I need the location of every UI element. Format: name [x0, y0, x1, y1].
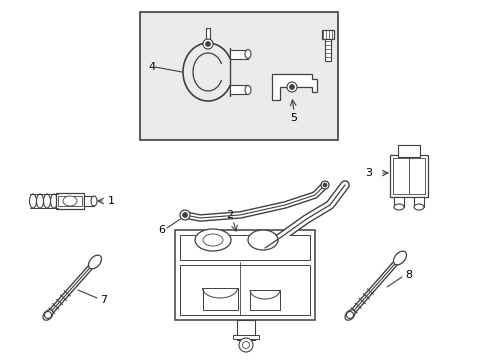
- Bar: [175, 230, 314, 320]
- Ellipse shape: [244, 85, 250, 94]
- Bar: [58, 196, 82, 206]
- Circle shape: [286, 82, 296, 92]
- Circle shape: [239, 338, 252, 352]
- Text: 8: 8: [404, 270, 411, 280]
- Text: 3: 3: [364, 168, 371, 178]
- Ellipse shape: [247, 230, 278, 250]
- Ellipse shape: [50, 194, 58, 208]
- Bar: [203, 288, 238, 310]
- Ellipse shape: [244, 49, 250, 58]
- Bar: [84, 196, 94, 206]
- Bar: [237, 320, 254, 340]
- Circle shape: [242, 342, 249, 348]
- Circle shape: [44, 311, 51, 319]
- Circle shape: [205, 41, 210, 46]
- Bar: [392, 158, 424, 194]
- Bar: [205, 28, 209, 42]
- Ellipse shape: [203, 234, 223, 246]
- Bar: [249, 290, 280, 310]
- Circle shape: [323, 183, 326, 187]
- Ellipse shape: [413, 204, 423, 210]
- Ellipse shape: [43, 194, 50, 208]
- Bar: [393, 197, 403, 207]
- Ellipse shape: [43, 310, 53, 320]
- Bar: [232, 335, 259, 339]
- Bar: [56, 193, 84, 209]
- Circle shape: [182, 212, 187, 217]
- Ellipse shape: [29, 194, 37, 208]
- Ellipse shape: [393, 251, 406, 265]
- Polygon shape: [271, 74, 316, 100]
- Text: 4: 4: [148, 62, 155, 72]
- Circle shape: [346, 311, 353, 319]
- Bar: [397, 145, 419, 157]
- Bar: [413, 197, 423, 207]
- Circle shape: [203, 39, 213, 49]
- Bar: [389, 155, 427, 197]
- Ellipse shape: [345, 310, 354, 320]
- Bar: [229, 85, 247, 94]
- Circle shape: [320, 181, 328, 189]
- Text: 7: 7: [100, 295, 107, 305]
- Bar: [180, 265, 309, 315]
- Text: 2: 2: [226, 210, 233, 220]
- Bar: [321, 30, 333, 39]
- Circle shape: [180, 210, 190, 220]
- Bar: [180, 235, 309, 260]
- Ellipse shape: [88, 255, 102, 269]
- Ellipse shape: [393, 204, 403, 210]
- Ellipse shape: [63, 196, 77, 206]
- Ellipse shape: [91, 196, 97, 206]
- Bar: [140, 12, 337, 140]
- Text: 5: 5: [289, 113, 296, 123]
- Ellipse shape: [195, 229, 230, 251]
- Text: 1: 1: [108, 196, 115, 206]
- Bar: [325, 39, 330, 61]
- Bar: [229, 50, 247, 59]
- Ellipse shape: [37, 194, 43, 208]
- Circle shape: [289, 85, 294, 90]
- Text: 6: 6: [158, 225, 165, 235]
